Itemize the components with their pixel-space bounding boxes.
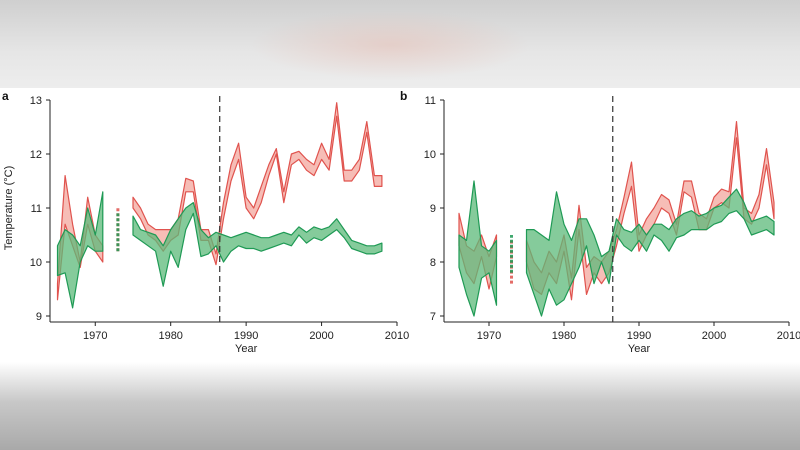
- panel-b-series-green-band: [458, 180, 498, 317]
- figure-svg: 9 10 11 12 13 1970 1980 1990 2000 2010 Year Tempera…: [2, 89, 800, 355]
- panel-b-series-green-band: [525, 188, 775, 317]
- background-bottom: [0, 362, 800, 450]
- figure-area: 9 10 11 12 13 1970 1980 1990 2000 2010 Year Tempera…: [0, 88, 800, 362]
- panel-a-x-axis-title: Year: [235, 343, 258, 355]
- panel-b-y-tick-label: 7: [430, 311, 436, 323]
- panel-a-y-tick-label: 9: [36, 311, 42, 323]
- background-blur: [250, 10, 530, 80]
- panel-a-x-tick-label: 1990: [234, 330, 258, 342]
- panel-a-y-tick-label: 10: [30, 257, 42, 269]
- panel-b-x-axis-title: Year: [628, 343, 651, 355]
- panel-b-x-tick-label: 2010: [777, 330, 800, 342]
- panel-b-x-tick-label: 1980: [552, 330, 576, 342]
- panel-a-x-tick-label: 1980: [158, 330, 182, 342]
- panel-a-x-tick-label: 2010: [385, 330, 409, 342]
- panel-b-y-tick-label: 10: [424, 149, 436, 161]
- panel-a-y-axis-title: Temperature (°C): [3, 166, 15, 250]
- panel-a-y-tick-label: 12: [30, 149, 42, 161]
- panel-a-series-green-band: [132, 202, 383, 287]
- panel-b-letter: b: [400, 89, 407, 103]
- panel-b-x-tick-label: 2000: [702, 330, 726, 342]
- panel-b-y-tick-label: 8: [430, 257, 436, 269]
- panel-b-y-tick-label: 11: [425, 95, 436, 107]
- panel-a-series-green-band: [56, 191, 104, 309]
- panel-b-x-tick-label: 1990: [627, 330, 651, 342]
- panel-b-y-tick-label: 9: [430, 203, 436, 215]
- panel-a-letter: a: [2, 89, 9, 103]
- panel-a-y-tick-label: 11: [31, 203, 42, 215]
- panel-a-x-tick-label: 2000: [309, 330, 333, 342]
- panel-b-x-tick-label: 1970: [477, 330, 501, 342]
- panel-a-y-tick-label: 13: [30, 95, 42, 107]
- panel-a-x-tick-label: 1970: [83, 330, 107, 342]
